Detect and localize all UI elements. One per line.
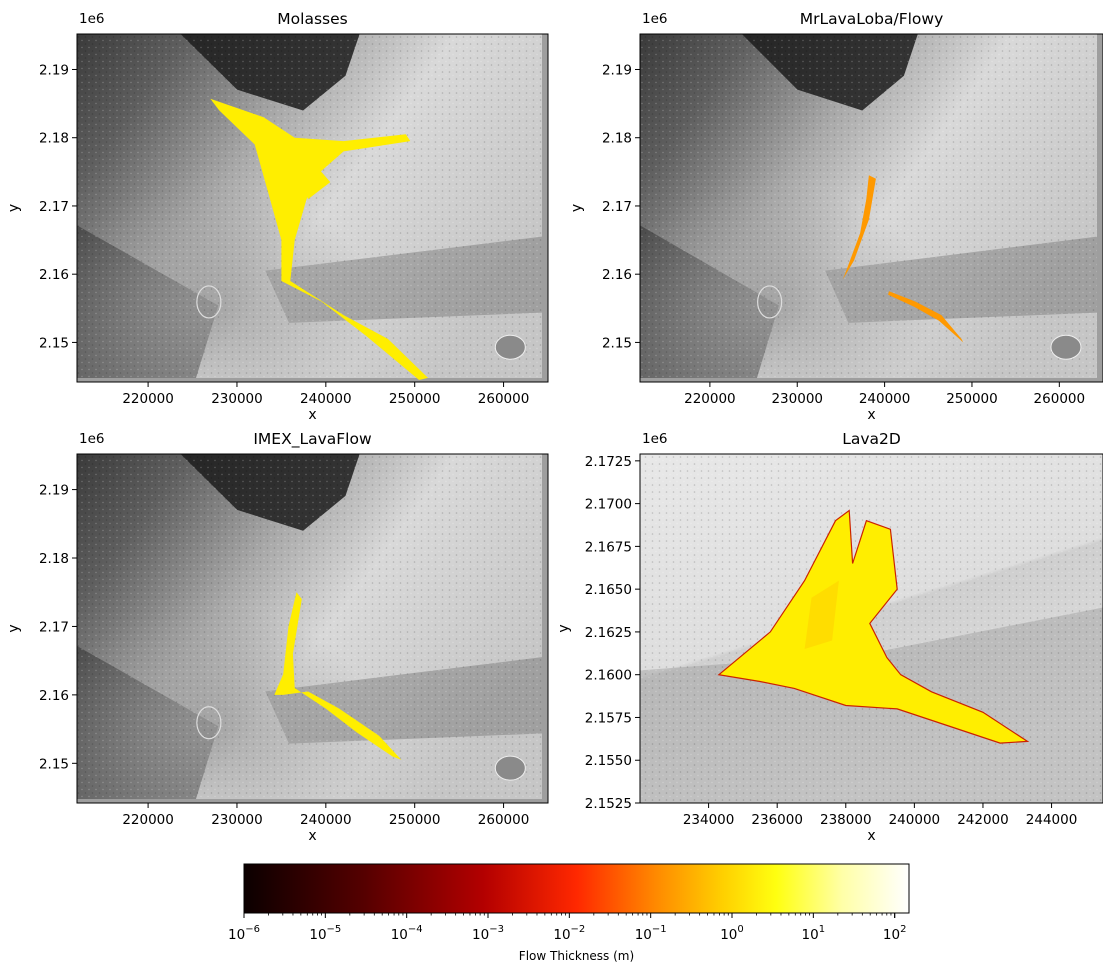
colorbar-tick-label: 101 — [802, 924, 826, 943]
x-tick-label: 260000 — [1034, 391, 1086, 407]
panel-title: Lava2D — [842, 430, 901, 448]
y-tick-label: 2.1600 — [585, 668, 632, 684]
y-tick-label: 2.1700 — [585, 497, 632, 513]
colorbar-tick-label: 102 — [883, 924, 907, 943]
x-axis-label: x — [308, 828, 316, 844]
colorbar-label: Flow Thickness (m) — [519, 949, 634, 963]
x-tick-label: 242000 — [957, 812, 1009, 828]
y-tick-label: 2.17 — [39, 619, 69, 635]
y-tick-label: 2.16 — [39, 267, 69, 283]
x-tick-label: 236000 — [751, 812, 803, 828]
axes-frame — [639, 453, 1103, 804]
y-tick-label: 2.1675 — [585, 539, 632, 555]
y-axis-offset: 1e6 — [642, 431, 667, 447]
panels-layer: 220000 230000 240000 250000 260000 2.15 2.16 2.… — [6, 10, 1103, 844]
lava-flow — [842, 175, 964, 343]
y-tick-label: 2.15 — [39, 335, 69, 351]
colorbar-tick-label: 10−6 — [228, 924, 260, 943]
terrain-hillshade — [640, 454, 1103, 803]
panel-1: 220000 230000 240000 250000 260000 2.15 2.16 2.… — [6, 10, 549, 423]
y-tick-label: 2.1550 — [585, 753, 632, 769]
x-axis-label: x — [867, 407, 875, 423]
y-axis-label: y — [556, 624, 572, 632]
colorbar-frame — [243, 863, 910, 914]
y-tick-label: 2.15 — [602, 335, 632, 351]
x-tick-label: 230000 — [211, 391, 263, 407]
panel-title: MrLavaLoba/Flowy — [800, 10, 944, 28]
panel-title: Molasses — [277, 10, 347, 28]
panel-4: 234000 236000 238000 240000 242000 244000 2.15… — [556, 430, 1103, 844]
x-tick-label: 230000 — [211, 812, 263, 828]
x-axis-label: x — [308, 407, 316, 423]
terrain-hillshade — [77, 34, 548, 382]
x-tick-label: 260000 — [478, 391, 530, 407]
x-tick-label: 250000 — [389, 812, 441, 828]
y-tick-label: 2.15 — [39, 756, 69, 772]
x-tick-label: 260000 — [478, 812, 530, 828]
axes-frame — [639, 33, 1103, 383]
x-tick-label: 220000 — [684, 391, 736, 407]
y-axis-label: y — [6, 624, 22, 632]
y-tick-label: 2.1725 — [585, 454, 632, 470]
x-tick-label: 220000 — [122, 812, 174, 828]
colorbar-tick-label: 10−3 — [472, 924, 504, 943]
y-axis-offset: 1e6 — [642, 11, 667, 27]
x-tick-label: 234000 — [683, 812, 735, 828]
y-tick-label: 2.18 — [602, 131, 632, 147]
colorbar: 10−6 10−5 10−4 10−3 10−2 10−1 100 101 102 Flow Th… — [228, 863, 910, 963]
y-tick-label: 2.17 — [39, 199, 69, 215]
x-tick-label: 250000 — [389, 391, 441, 407]
panel-3: 220000 230000 240000 250000 260000 2.15 2.16 2.… — [6, 430, 549, 844]
x-tick-label: 250000 — [946, 391, 998, 407]
y-axis-offset: 1e6 — [79, 431, 104, 447]
colorbar-tick-label: 10−4 — [391, 924, 423, 943]
colorbar-tick-label: 100 — [720, 924, 744, 943]
x-tick-label: 240000 — [859, 391, 911, 407]
lava-flow — [717, 509, 1030, 744]
colorbar-tick-label: 10−5 — [309, 924, 341, 943]
y-tick-label: 2.1650 — [585, 582, 632, 598]
x-axis-label: x — [867, 828, 875, 844]
x-tick-label: 244000 — [1026, 812, 1078, 828]
terrain-hillshade — [77, 454, 548, 803]
y-tick-label: 2.16 — [39, 688, 69, 704]
y-tick-label: 2.19 — [39, 62, 69, 78]
y-axis-offset: 1e6 — [79, 11, 104, 27]
panel-title: IMEX_LavaFlow — [253, 430, 372, 449]
x-tick-label: 240000 — [889, 812, 941, 828]
y-tick-label: 2.19 — [39, 483, 69, 499]
axes-frame — [76, 453, 549, 804]
y-tick-label: 2.17 — [602, 199, 632, 215]
x-tick-label: 220000 — [122, 391, 174, 407]
panel-2: 220000 230000 240000 250000 260000 2.15 2.16 2.… — [569, 10, 1103, 423]
y-tick-label: 2.1525 — [585, 796, 632, 812]
colorbar-gradient — [244, 864, 909, 913]
y-tick-label: 2.18 — [39, 551, 69, 567]
y-tick-label: 2.1575 — [585, 710, 632, 726]
y-axis-label: y — [6, 204, 22, 212]
terrain-hillshade — [640, 34, 1103, 382]
colorbar-tick-label: 10−2 — [553, 924, 585, 943]
x-tick-label: 240000 — [300, 812, 352, 828]
y-tick-label: 2.1625 — [585, 625, 632, 641]
y-tick-label: 2.19 — [602, 62, 632, 78]
y-tick-label: 2.16 — [602, 267, 632, 283]
x-tick-label: 238000 — [820, 812, 872, 828]
y-axis-label: y — [569, 204, 585, 212]
axes-frame — [76, 33, 549, 383]
lava-flow — [210, 98, 428, 381]
x-tick-label: 230000 — [771, 391, 823, 407]
y-tick-label: 2.18 — [39, 131, 69, 147]
colorbar-tick-label: 10−1 — [635, 924, 667, 943]
x-tick-label: 240000 — [300, 391, 352, 407]
